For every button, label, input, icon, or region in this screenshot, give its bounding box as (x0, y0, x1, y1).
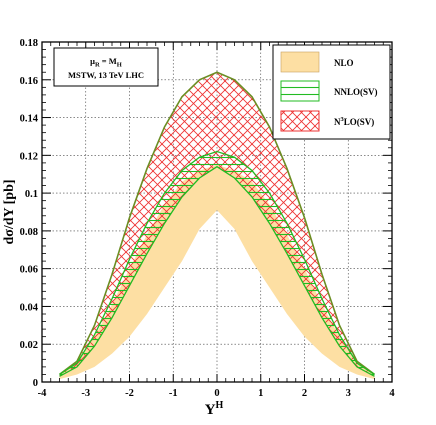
legend-swatch-nnlo-sv (280, 80, 320, 102)
x-tick-label: 2 (302, 388, 307, 399)
legend-label-n3lo-sv: N3LO(SV) (334, 116, 374, 127)
x-tick-label: -4 (38, 388, 47, 399)
band-nnlo-sv-upper-edge (59, 150, 375, 375)
y-tick-labels: 0 0.02 0.04 0.06 0.08 0.1 0.12 0.14 0.16 0.18 (20, 38, 39, 389)
y-tick-label: 0.1 (25, 189, 38, 200)
y-tick-label: 0.18 (20, 38, 38, 49)
y-tick-label: 0.04 (20, 302, 39, 313)
scale-choice-label: μR = MH (90, 56, 122, 69)
x-tick-labels: -4 -3 -2 -1 0 1 2 3 4 (38, 388, 396, 399)
y-tick-label: 0.02 (20, 340, 38, 351)
legend: NLO NNLO(SV) N3LO(SV) (272, 44, 391, 140)
x-axis-title: YH (205, 400, 224, 418)
y-tick-label: 0.06 (20, 265, 38, 276)
band-n3lo-sv-upper-edge (59, 71, 375, 376)
band-nnlo-sv-lower-edge (59, 165, 375, 377)
y-tick-label: 0 (33, 378, 38, 389)
legend-swatch-n3lo-sv (280, 110, 320, 132)
info-box: μR = MH MSTW, 13 TeV LHC (53, 47, 159, 87)
y-tick-label: 0.08 (20, 227, 38, 238)
x-tick-label: 1 (258, 388, 263, 399)
y-tick-label: 0.16 (20, 76, 38, 87)
legend-label-nnlo-sv: NNLO(SV) (334, 87, 378, 97)
x-tick-label: -1 (169, 388, 178, 399)
x-tick-label: -3 (81, 388, 90, 399)
legend-label-nlo: NLO (334, 58, 354, 68)
y-tick-label: 0.14 (20, 114, 39, 125)
x-tick-label: 0 (214, 388, 219, 399)
y-axis-title: dσ/dY [pb] (2, 179, 17, 244)
y-tick-label: 0.12 (20, 151, 38, 162)
x-tick-label: 3 (346, 388, 351, 399)
band-nlo (59, 164, 375, 380)
x-tick-label: 4 (389, 388, 395, 399)
pdf-energy-label: MSTW, 13 TeV LHC (68, 70, 144, 80)
x-tick-label: -2 (125, 388, 134, 399)
band-layer (59, 71, 375, 380)
legend-swatch-nlo (280, 51, 320, 73)
